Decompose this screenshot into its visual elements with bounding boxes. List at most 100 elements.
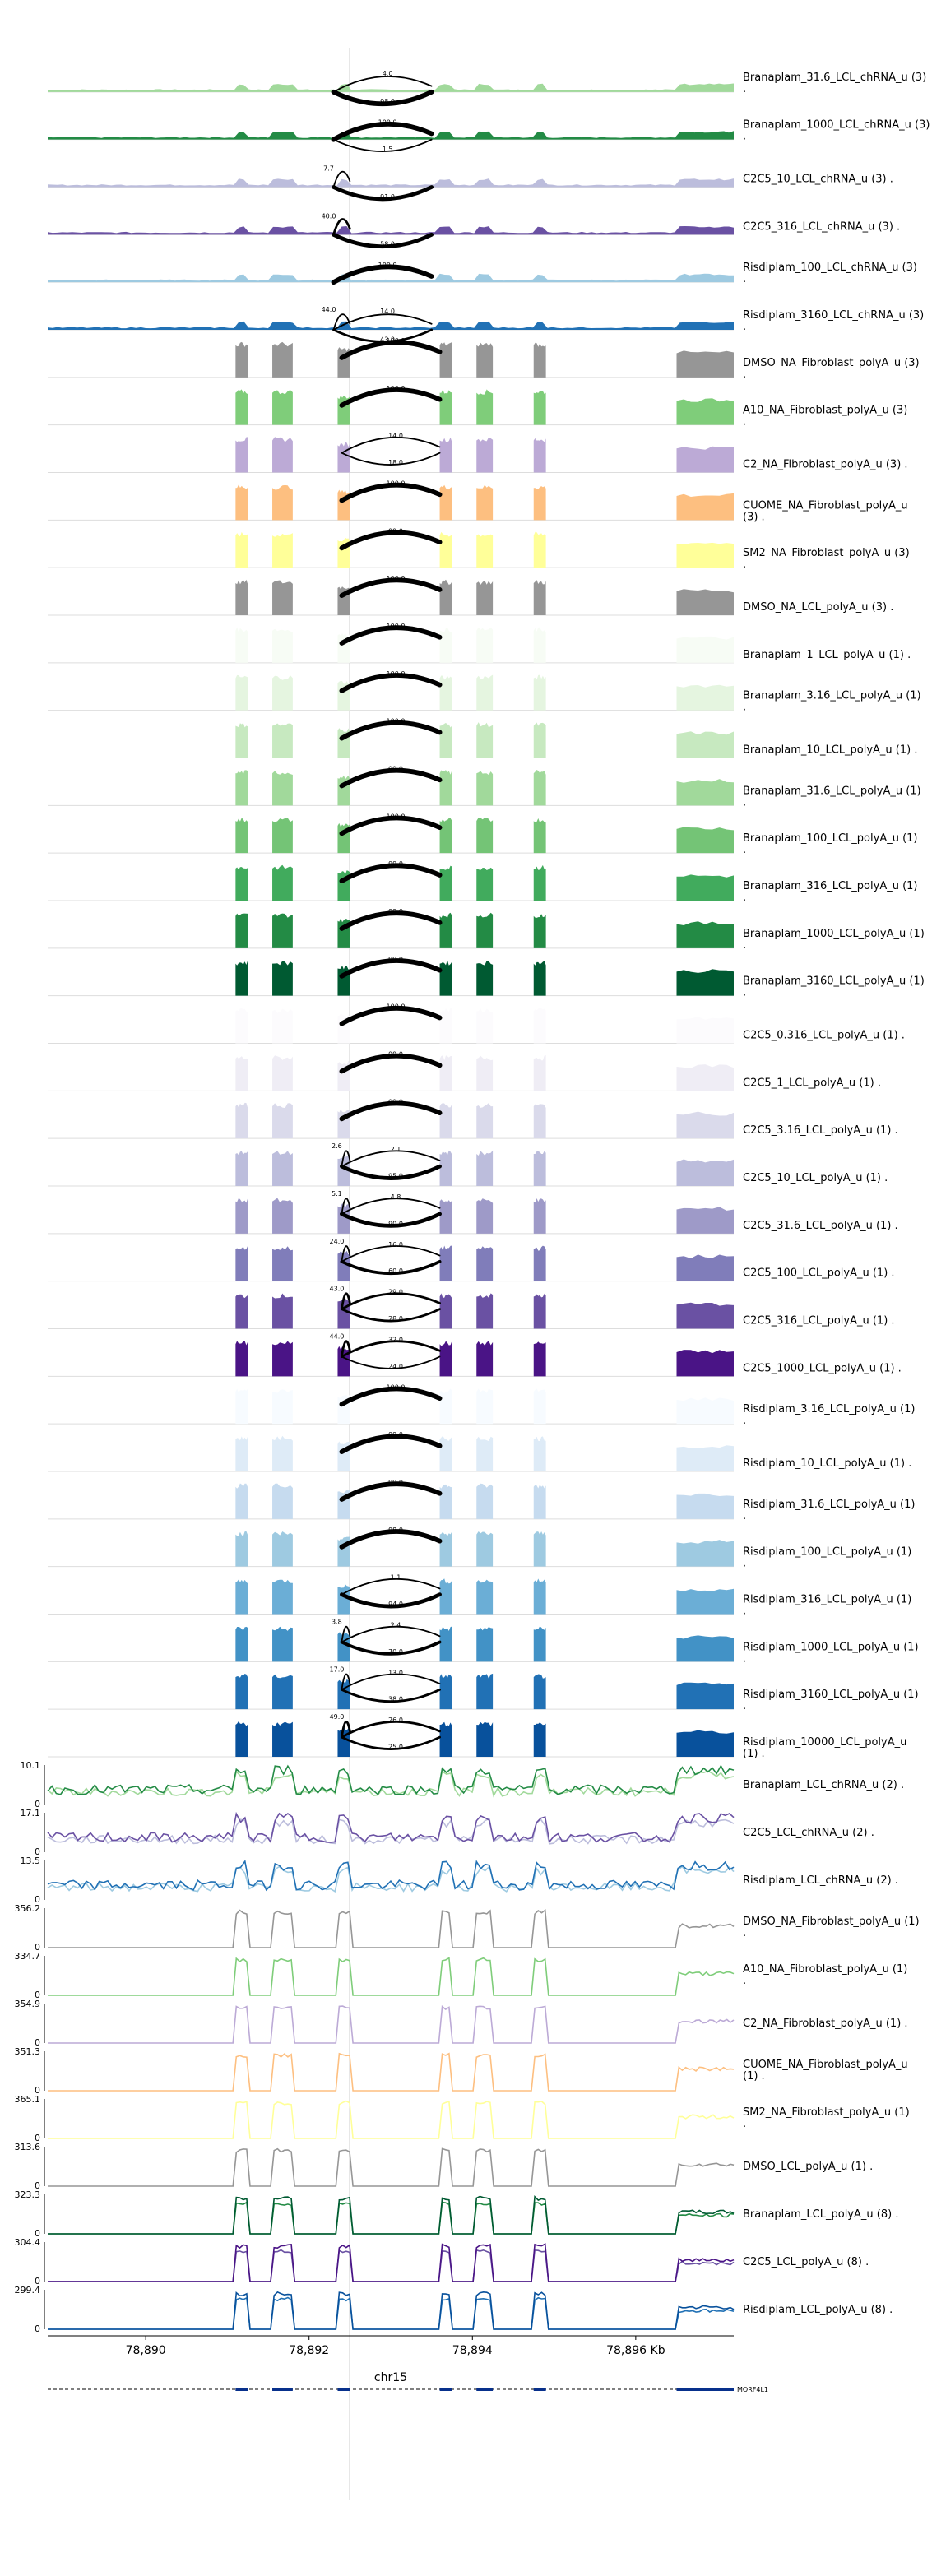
coverage-area — [48, 341, 734, 378]
track-label: Risdiplam_LCL_chRNA_u (2) . — [743, 1874, 898, 1887]
junction-label: 70.0 — [388, 1648, 403, 1656]
y-max-label: 354.9 — [15, 1999, 41, 2009]
junction-arc — [339, 482, 443, 503]
junction-arc — [339, 1005, 443, 1026]
junction-label: 100.0 — [387, 575, 406, 582]
track-label: C2C5_LCL_chRNA_u (2) . — [743, 1827, 874, 1839]
junction-label: 100.0 — [387, 670, 406, 678]
track-label: Branaplam_3160_LCL_polyA_u (1) — [743, 975, 925, 988]
track-label: DMSO_NA_Fibroblast_polyA_u (1) — [743, 1916, 920, 1928]
coverage-line — [47, 1818, 735, 1845]
y-min-label: 0 — [35, 1846, 40, 1857]
coverage-line — [47, 1770, 735, 1798]
coverage-area — [48, 674, 734, 711]
junction-label: 99.0 — [388, 1431, 403, 1439]
coverage-area — [48, 226, 734, 235]
coverage-track: 17.1 0 C2C5_LCL_chRNA_u (2) . — [21, 1808, 874, 1857]
track-label: Branaplam_100_LCL_polyA_u (1) — [743, 832, 918, 845]
junction-arc — [339, 1053, 443, 1074]
junction-arc — [341, 1245, 351, 1263]
track-label: . — [743, 1415, 746, 1427]
junction-arc — [339, 1434, 443, 1455]
y-min-label: 0 — [35, 2228, 40, 2239]
junction-arc — [339, 1529, 443, 1550]
junction-label: 99.0 — [388, 956, 403, 963]
junction-arc — [341, 1720, 441, 1739]
coverage-track: 323.3 0 Branaplam_LCL_polyA_u (8) . — [15, 2189, 899, 2239]
track-label: Risdiplam_100_LCL_chRNA_u (3) — [743, 262, 917, 274]
sashimi-track: 100.0 Risdiplam_100_LCL_chRNA_u (3). — [48, 262, 917, 285]
junction-label: 99.0 — [388, 765, 403, 772]
track-label: Risdiplam_10000_LCL_polyA_u — [743, 1736, 906, 1749]
junction-arc — [339, 387, 443, 408]
junction-label: 32.0 — [388, 1336, 403, 1343]
junction-arc — [341, 1292, 441, 1311]
coverage-track: 334.7 0 A10_NA_Fibroblast_polyA_u (1). — [15, 1951, 908, 2000]
sashimi-track: 100.0 Branaplam_10_LCL_polyA_u (1) . — [48, 718, 918, 758]
junction-label: 99.0 — [388, 527, 403, 535]
junction-arc — [341, 1340, 441, 1358]
sashimi-track: 98.0 Risdiplam_100_LCL_polyA_u (1). — [48, 1527, 911, 1570]
track-label: (1) . — [743, 2070, 765, 2083]
sashimi-track: 99.0 Branaplam_1000_LCL_polyA_u (1). — [48, 908, 925, 952]
coverage-area — [48, 1150, 734, 1186]
exon-block — [533, 2388, 546, 2391]
coverage-line — [47, 1811, 735, 1844]
coverage-line — [47, 1859, 735, 1892]
coverage-area — [48, 1293, 734, 1329]
y-max-label: 17.1 — [21, 1808, 41, 1818]
coverage-track: 304.4 0 C2C5_LCL_polyA_u (8) . — [15, 2237, 869, 2286]
sashimi-track: 99.0 C2C5_1_LCL_polyA_u (1) . — [48, 1050, 881, 1091]
coverage-area — [48, 83, 734, 92]
junction-label: 98.0 — [388, 1527, 403, 1534]
track-label: C2C5_1000_LCL_polyA_u (1) . — [743, 1362, 902, 1374]
track-label: DMSO_LCL_polyA_u (1) . — [743, 2161, 873, 2173]
coverage-track: 299.4 0 Risdiplam_LCL_polyA_u (8) . — [15, 2285, 893, 2334]
coverage-area — [48, 178, 734, 188]
coverage-track: 10.1 0 Branaplam_LCL_chRNA_u (2) . — [21, 1760, 905, 1809]
coverage-track: 351.3 0 CUOME_NA_Fibroblast_polyA_u(1) . — [15, 2046, 908, 2096]
track-label: Risdiplam_10_LCL_polyA_u (1) . — [743, 1457, 911, 1470]
coverage-area — [48, 1483, 734, 1519]
junction-arc — [331, 121, 434, 142]
junction-arc — [332, 171, 351, 188]
sashimi-track: 100.0 1.5 Branaplam_1000_LCL_chRNA_u (3). — [48, 119, 930, 153]
coverage-area — [48, 1055, 734, 1091]
coverage-area — [48, 1388, 734, 1425]
track-label: Risdiplam_316_LCL_polyA_u (1) — [743, 1594, 911, 1606]
y-max-label: 304.4 — [15, 2237, 41, 2248]
y-min-label: 0 — [35, 1942, 40, 1953]
junction-arc — [339, 340, 443, 360]
junction-arc — [332, 232, 434, 249]
y-max-label: 313.6 — [15, 2142, 41, 2152]
track-label: (3) . — [743, 511, 765, 523]
track-label: A10_NA_Fibroblast_polyA_u (3) — [743, 405, 907, 417]
junction-label: 100.0 — [387, 1003, 406, 1011]
track-label: Branaplam_316_LCL_polyA_u (1) — [743, 880, 918, 892]
junction-label: 99.0 — [388, 860, 403, 868]
junction-label: 1.5 — [383, 146, 393, 153]
x-tick-label: 78,894 — [452, 2344, 493, 2357]
track-label: . — [743, 702, 746, 714]
track-label: C2C5_316_LCL_chRNA_u (3) . — [743, 220, 900, 233]
sashimi-track: 99.0 Branaplam_3160_LCL_polyA_u (1). — [48, 956, 925, 999]
junction-label: 99.0 — [388, 1098, 403, 1105]
coverage-track: 365.1 0 SM2_NA_Fibroblast_polyA_u (1). — [15, 2094, 910, 2143]
coverage-line — [48, 1957, 735, 1996]
track-label: C2C5_3.16_LCL_polyA_u (1) . — [743, 1124, 898, 1137]
junction-arc — [331, 264, 434, 285]
sashimi-track: 100.0 Branaplam_100_LCL_polyA_u (1). — [48, 813, 918, 856]
coverage-area — [48, 437, 734, 473]
junction-label: 28.0 — [388, 1315, 403, 1323]
sashimi-track: 98.0 4.0 Branaplam_31.6_LCL_chRNA_u (3). — [48, 70, 926, 107]
track-label: DMSO_NA_LCL_polyA_u (3) . — [743, 601, 893, 614]
junction-label: 100.0 — [387, 480, 406, 487]
junction-arc — [341, 1578, 441, 1596]
junction-label: 99.0 — [388, 1050, 403, 1058]
junction-arc — [340, 1164, 442, 1180]
sashimi-track: 4.8 90.0 5.1 C2C5_31.6_LCL_polyA_u (1) . — [48, 1190, 898, 1235]
junction-arc — [339, 673, 443, 693]
junction-arc — [341, 1688, 441, 1703]
sashimi-track: 99.0 Risdiplam_31.6_LCL_polyA_u (1). — [48, 1479, 915, 1522]
y-max-label: 351.3 — [15, 2046, 41, 2057]
